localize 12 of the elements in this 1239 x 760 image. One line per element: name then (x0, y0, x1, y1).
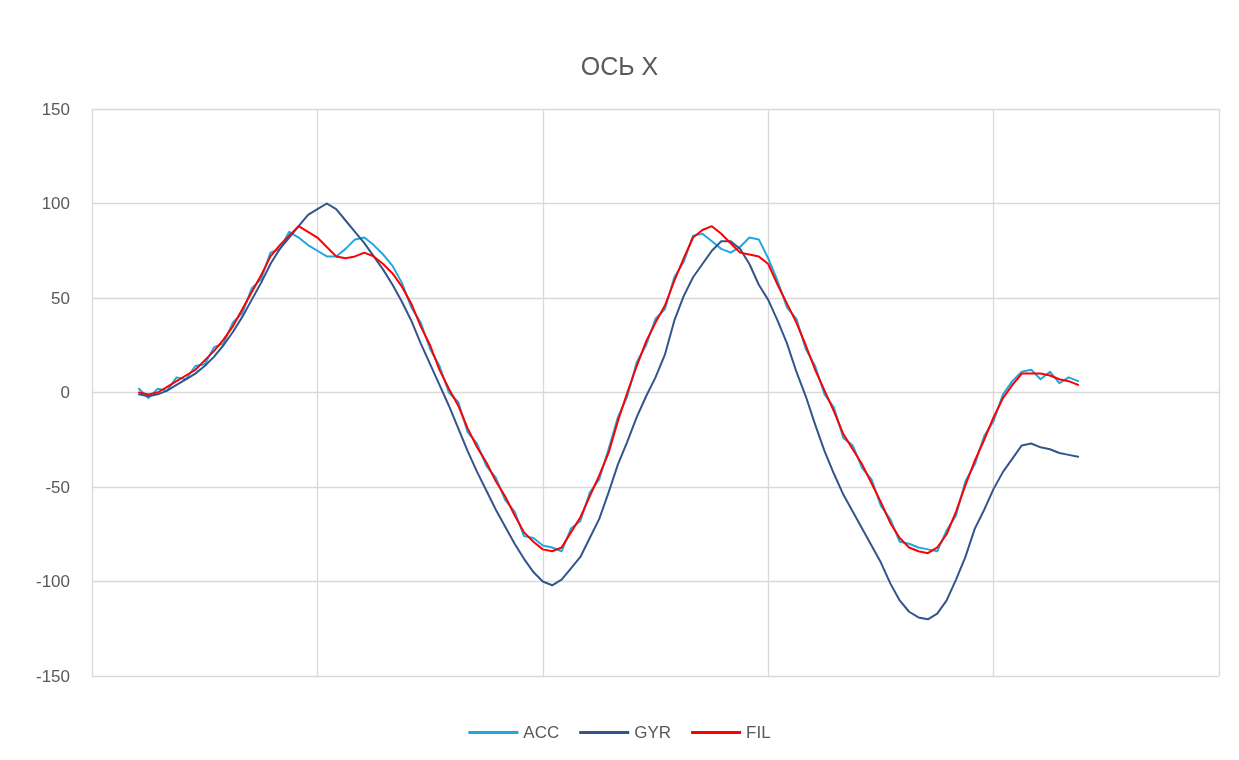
y-tick-label: -150 (35, 666, 70, 686)
legend-label: ACC (523, 723, 560, 742)
y-tick-label: 100 (41, 194, 70, 213)
legend-label: FIL (746, 723, 771, 742)
y-tick-label: 0 (60, 383, 70, 402)
chart-title: ОСЬ X (580, 51, 659, 80)
line-series (137, 202, 1080, 621)
legend-label: GYR (634, 723, 672, 742)
y-tick-label: 50 (51, 288, 70, 308)
y-tick-label: -50 (45, 477, 70, 497)
y-tick-label: -100 (35, 572, 70, 591)
y-tick-label: 150 (41, 99, 70, 119)
